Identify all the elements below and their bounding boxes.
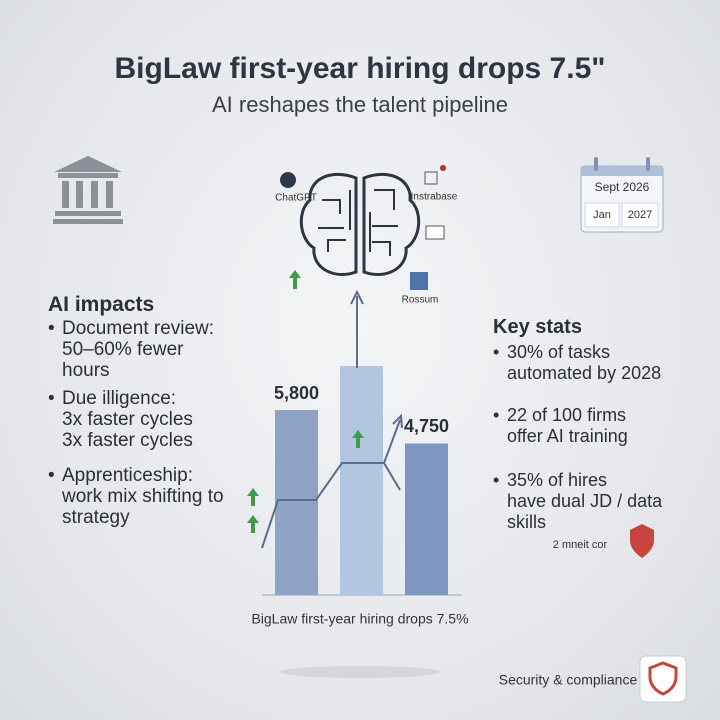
bullet-text: 35% of hires xyxy=(507,470,608,490)
bullet: • xyxy=(493,342,500,362)
bullet: • xyxy=(48,388,55,409)
calendar-icon: Sept 2026 Jan 2027 xyxy=(580,157,664,233)
bullet-text: work mix shifting to xyxy=(62,486,224,507)
bar xyxy=(275,410,318,595)
bullet-text: have dual JD / data xyxy=(507,491,663,511)
bullet-text: 50–60% fewer xyxy=(62,339,184,360)
bar xyxy=(405,443,448,595)
trend-arrows xyxy=(261,289,403,549)
subtitle: AI reshapes the talent pipeline xyxy=(212,92,508,117)
brain-icon xyxy=(299,172,421,276)
shadow xyxy=(280,666,440,678)
bullet-text: 3x faster cycles xyxy=(62,409,193,430)
tool-icons xyxy=(280,165,687,703)
bank-icon xyxy=(53,156,123,224)
bullet: • xyxy=(48,465,55,486)
tool-label: Instrabase xyxy=(411,192,458,203)
calendar-right: 2027 xyxy=(628,209,652,221)
calendar-top: Sept 2026 xyxy=(595,180,650,194)
bullet-text: hours xyxy=(62,360,110,381)
note: 2 mneit cor xyxy=(553,539,608,551)
bullet-text: strategy xyxy=(62,507,130,528)
left-heading: AI impacts xyxy=(48,293,155,316)
footer: Security & compliance xyxy=(499,672,638,688)
bullet-text: skills xyxy=(507,512,546,532)
calendar-left: Jan xyxy=(593,209,611,221)
bullet-text: 22 of 100 firms xyxy=(507,405,627,425)
title: BigLaw first-year hiring drops 7.5" xyxy=(114,52,606,85)
bullet-text: Document review: xyxy=(62,318,215,339)
tool-label: Rossum xyxy=(402,295,439,306)
bullet-text: offer AI training xyxy=(507,426,628,446)
value-label: 5,800 xyxy=(274,383,319,403)
bullet-text: automated by 2028 xyxy=(507,363,662,383)
value-label: 4,750 xyxy=(404,416,449,436)
bar xyxy=(340,365,383,595)
bullet-text: 30% of tasks xyxy=(507,342,611,362)
tool-label: ChatGPT xyxy=(275,193,317,204)
bullet-text: Due illigence: xyxy=(62,388,177,409)
right-heading: Key stats xyxy=(493,316,582,338)
bullet-text: 3x faster cycles xyxy=(62,430,193,451)
bullet: • xyxy=(493,470,500,490)
chart-caption: BigLaw first-year hiring drops 7.5% xyxy=(251,611,468,627)
up-arrows xyxy=(247,270,364,533)
bullet-text: Apprenticeship: xyxy=(62,465,193,486)
bullet: • xyxy=(493,405,500,425)
bullet: • xyxy=(48,318,55,339)
